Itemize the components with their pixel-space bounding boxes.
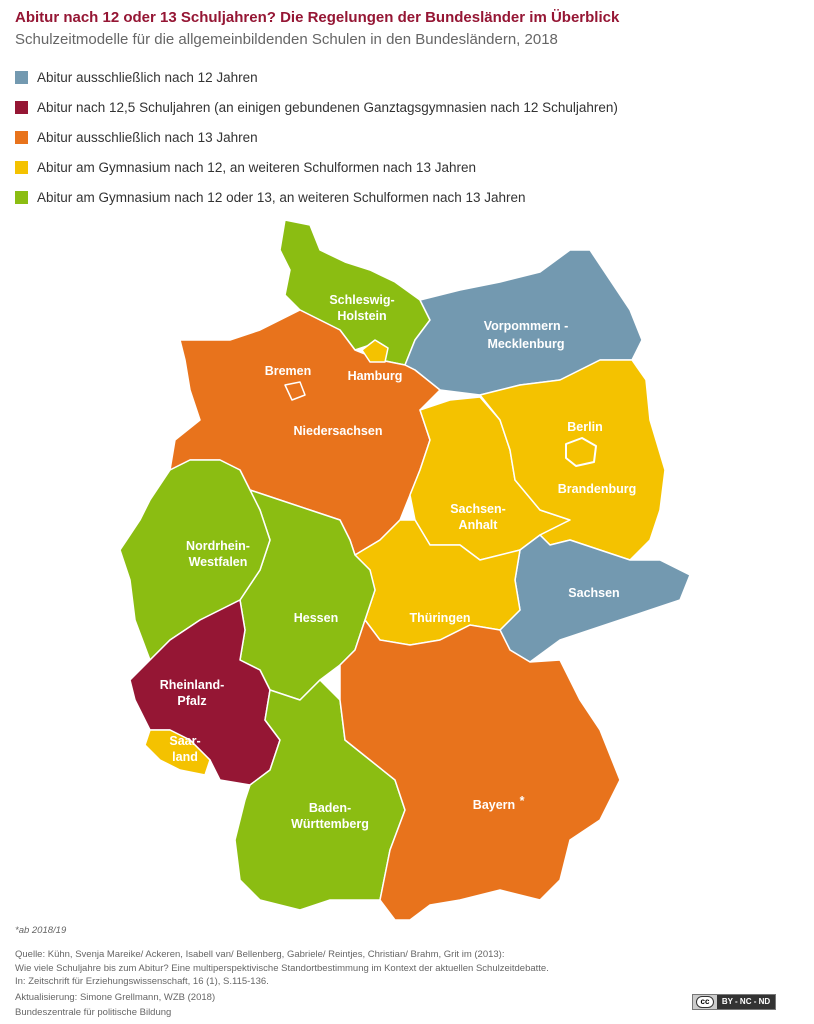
- page-title: Abitur nach 12 oder 13 Schuljahren? Die …: [15, 9, 620, 26]
- label-rp-2: Pfalz: [177, 694, 206, 708]
- legend-item: Abitur am Gymnasium nach 12 oder 13, an …: [15, 182, 618, 212]
- label-st-2: Anhalt: [459, 518, 499, 532]
- page-subtitle: Schulzeitmodelle für die allgemeinbilden…: [15, 31, 558, 48]
- legend-swatch: [15, 130, 28, 144]
- label-sh-2: Holstein: [337, 309, 386, 323]
- label-st-1: Sachsen-: [450, 502, 506, 516]
- legend-item: Abitur nach 12,5 Schuljahren (an einigen…: [15, 92, 618, 122]
- label-sl-1: Saar-: [169, 734, 200, 748]
- legend: Abitur ausschließlich nach 12 Jahren Abi…: [15, 62, 618, 212]
- label-sh-1: Schleswig-: [329, 293, 394, 307]
- label-sl-2: land: [172, 750, 198, 764]
- state-hamburg: [361, 339, 389, 363]
- state-berlin: [565, 437, 597, 467]
- label-by: Bayern: [473, 798, 515, 812]
- source-line: Wie viele Schuljahre bis zum Abitur? Ein…: [15, 962, 549, 974]
- source-block: Quelle: Kühn, Svenja Mareike/ Ackeren, I…: [15, 948, 549, 1020]
- label-by-asterisk: *: [520, 794, 525, 808]
- legend-swatch: [15, 100, 28, 114]
- legend-swatch: [15, 70, 28, 84]
- label-hb: Bremen: [265, 364, 312, 378]
- label-he: Hessen: [294, 611, 338, 625]
- cc-license-badge[interactable]: cc BY - NC - ND: [692, 994, 776, 1010]
- label-sn: Sachsen: [568, 586, 619, 600]
- label-nw-2: Westfalen: [189, 555, 248, 569]
- legend-swatch: [15, 160, 28, 174]
- footnote: *ab 2018/19: [15, 925, 67, 936]
- legend-item: Abitur ausschließlich nach 12 Jahren: [15, 62, 618, 92]
- source-line: Quelle: Kühn, Svenja Mareike/ Ackeren, I…: [15, 949, 505, 960]
- label-bw-1: Baden-: [309, 801, 351, 815]
- label-ni: Niedersachsen: [294, 424, 383, 438]
- state-bremen: [284, 381, 306, 401]
- legend-swatch: [15, 190, 28, 204]
- label-mv-2: Mecklenburg: [487, 337, 564, 351]
- legend-label: Abitur am Gymnasium nach 12, an weiteren…: [37, 159, 476, 175]
- label-hh: Hamburg: [348, 369, 403, 383]
- legend-label: Abitur nach 12,5 Schuljahren (an einigen…: [37, 99, 618, 115]
- license-terms: BY - NC - ND: [717, 995, 775, 1009]
- label-be: Berlin: [567, 420, 602, 434]
- legend-item: Abitur am Gymnasium nach 12, an weiteren…: [15, 152, 618, 182]
- label-mv-1: Vorpommern -: [484, 319, 569, 333]
- source-line: In: Zeitschrift für Erziehungswissenscha…: [15, 976, 269, 987]
- label-bw-2: Württemberg: [291, 817, 369, 831]
- state-saarland: [144, 729, 211, 776]
- legend-item: Abitur ausschließlich nach 13 Jahren: [15, 122, 618, 152]
- label-bb: Brandenburg: [558, 482, 636, 496]
- label-th: Thüringen: [409, 611, 470, 625]
- legend-label: Abitur am Gymnasium nach 12 oder 13, an …: [37, 189, 526, 205]
- source-line: Bundeszentrale für politische Bildung: [15, 1007, 172, 1018]
- label-nw-1: Nordrhein-: [186, 539, 250, 553]
- label-rp-1: Rheinland-: [160, 678, 225, 692]
- legend-label: Abitur ausschließlich nach 13 Jahren: [37, 129, 258, 145]
- legend-label: Abitur ausschließlich nach 12 Jahren: [37, 69, 258, 85]
- source-line: Aktualisierung: Simone Grellmann, WZB (2…: [15, 991, 216, 1003]
- cc-icon: cc: [696, 996, 714, 1008]
- state-bayern: [339, 619, 621, 921]
